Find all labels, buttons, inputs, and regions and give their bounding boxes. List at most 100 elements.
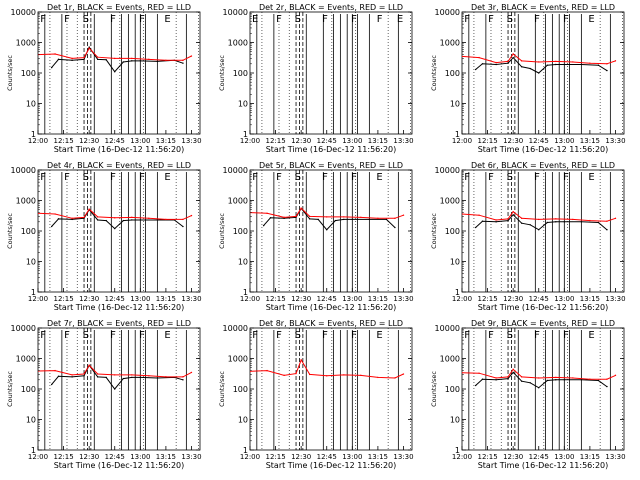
x-tick-label: 12:45 [529, 453, 549, 461]
y-tick-label: 10 [238, 258, 248, 267]
flag-label: F [40, 172, 46, 183]
y-axis-label: Counts/sec [430, 55, 438, 91]
flag-label: F [64, 172, 70, 183]
data-point [139, 219, 142, 221]
data-point [474, 68, 477, 71]
data-point [71, 59, 73, 62]
data-point [529, 67, 531, 70]
data-point [114, 374, 116, 376]
data-point [57, 218, 60, 220]
x-tick-label: 12:30 [79, 453, 99, 461]
data-point [148, 217, 150, 220]
flag-label: F [64, 14, 70, 25]
flag-label: F [139, 14, 145, 25]
flag-label: F [276, 14, 282, 25]
x-axis-label: Start Time (16-Dec-12 11:56:20) [54, 303, 185, 312]
flag-label: F [322, 14, 328, 25]
x-tick-label: 12:00 [28, 137, 48, 145]
flag-label: S [83, 330, 89, 341]
data-point [122, 219, 124, 222]
x-tick-label: 13:00 [342, 137, 362, 145]
y-tick-label: 1000 [228, 39, 248, 48]
flag-label: E [164, 14, 170, 25]
data-point [580, 221, 583, 223]
y-tick-label: 100 [445, 385, 460, 394]
x-tick-label: 13:15 [580, 137, 600, 145]
data-point [182, 379, 184, 381]
x-tick-label: 13:30 [393, 453, 413, 461]
data-point [572, 218, 574, 221]
data-point [377, 217, 379, 220]
x-axis-label: Start Time (16-Dec-12 11:56:20) [266, 145, 397, 154]
x-tick-label: 13:15 [580, 295, 600, 303]
data-point [360, 374, 362, 377]
flag-label: F [322, 330, 328, 341]
data-point [190, 214, 193, 217]
y-tick-label: 1000 [440, 355, 460, 364]
data-point [481, 378, 484, 380]
x-tick-label: 13:00 [554, 295, 574, 303]
panel-title: Det 7r, BLACK = Events, RED = LLD [47, 319, 191, 328]
data-point [54, 369, 56, 372]
flag-label: E [376, 172, 382, 183]
flag-label: F [563, 14, 569, 25]
data-point [529, 224, 531, 226]
data-point [308, 218, 311, 220]
data-point [54, 213, 56, 215]
data-point [96, 373, 99, 375]
data-point [377, 376, 379, 379]
data-point [156, 377, 159, 379]
events-series-line [51, 364, 184, 390]
panel-title: Det 8r, BLACK = Events, RED = LLD [259, 319, 403, 328]
x-tick-label: 13:15 [368, 453, 388, 461]
data-point [597, 379, 600, 382]
data-point [360, 216, 362, 219]
data-point [156, 60, 159, 63]
flag-label: F [64, 330, 70, 341]
data-point [71, 218, 73, 221]
data-point [57, 58, 60, 61]
data-point [495, 377, 497, 379]
data-point [512, 371, 514, 374]
data-point [512, 214, 514, 216]
x-tick-label: 13:00 [342, 453, 362, 461]
data-point [71, 374, 73, 376]
y-axis-label: Counts/sec [430, 371, 438, 407]
y-tick-label: 1000 [16, 39, 36, 48]
flag-label: S [295, 172, 301, 183]
x-tick-label: 12:15 [477, 453, 497, 461]
flag-label: F [110, 14, 116, 25]
x-tick-label: 13:15 [580, 453, 600, 461]
data-point [165, 59, 167, 62]
data-point [131, 60, 133, 62]
data-point [269, 217, 272, 219]
data-point [266, 212, 268, 215]
flag-label: F [276, 172, 282, 183]
data-point [343, 216, 345, 218]
data-point [343, 374, 345, 376]
data-point [520, 60, 523, 62]
x-tick-label: 12:15 [265, 295, 285, 303]
data-point [563, 221, 566, 223]
lld-series-line [250, 358, 404, 379]
data-point [563, 63, 566, 66]
flag-label: F [534, 14, 540, 25]
flag-label: E [164, 172, 170, 183]
events-series-line [475, 214, 608, 231]
y-tick-label: 1 [31, 446, 36, 455]
data-point [148, 58, 150, 61]
flag-label: F [139, 172, 145, 183]
x-axis-label: Start Time (16-Dec-12 11:56:20) [54, 461, 185, 470]
data-point [96, 58, 99, 61]
data-point [88, 47, 90, 49]
data-point [50, 225, 53, 228]
flag-label: F [488, 14, 494, 25]
flag-label: F [488, 172, 494, 183]
x-tick-label: 13:00 [554, 453, 574, 461]
data-point [182, 62, 184, 64]
x-tick-label: 13:00 [130, 295, 150, 303]
flag-label: S [507, 172, 513, 183]
